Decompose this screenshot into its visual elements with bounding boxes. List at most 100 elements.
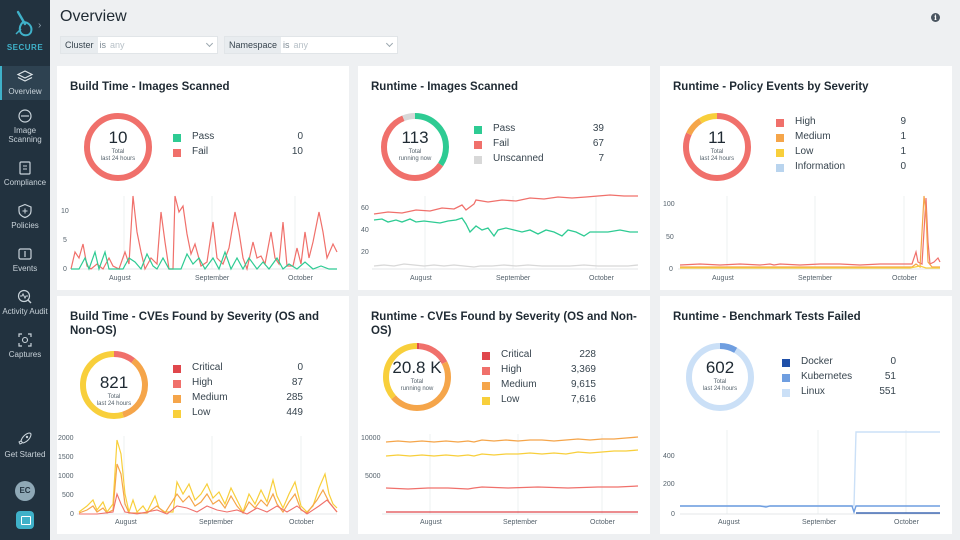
card-title: Build Time - Images Scanned	[70, 81, 230, 93]
series-low-line	[385, 449, 639, 457]
x-tick-label: October	[589, 275, 615, 282]
x-tick-label: October	[288, 275, 314, 282]
legend-item[interactable]: Unscanned 7	[474, 153, 604, 168]
legend-item[interactable]: Pass 39	[474, 123, 604, 138]
legend-name: Docker	[801, 356, 833, 367]
line-chart[interactable]: 2000 1500 1000 500 0 August September Oc…	[57, 434, 349, 528]
donut-period: running now	[398, 156, 432, 162]
legend-swatch	[173, 149, 181, 157]
line-chart[interactable]: 10000 5000 August September October	[358, 432, 650, 528]
card-runtime-cves: Runtime - CVEs Found by Severity (OS and…	[358, 296, 650, 534]
line-chart[interactable]: 100 50 0 August September October	[660, 192, 952, 282]
series-linux-line	[680, 431, 940, 507]
sidebar-item-get-started[interactable]: Get Started	[0, 430, 50, 466]
sidebar-item-compliance[interactable]: Compliance	[0, 160, 50, 192]
legend-item[interactable]: Fail 67	[474, 138, 604, 153]
filter-operator: is	[99, 40, 107, 50]
legend-name: Fail	[493, 138, 510, 149]
line-chart[interactable]: 60 40 20 August September October	[358, 192, 650, 282]
legend-name: Medium	[192, 392, 228, 403]
namespace-filter[interactable]: Namespace is any	[224, 36, 398, 54]
sidebar-item-captures[interactable]: Captures	[0, 332, 50, 364]
legend-item[interactable]: Pass 0	[173, 131, 303, 146]
donut-total: 602	[705, 358, 735, 377]
legend-swatch	[482, 397, 490, 405]
y-tick-label: 5000	[365, 473, 381, 480]
legend-item[interactable]: Fail 10	[173, 146, 303, 161]
legend-item[interactable]: Low 449	[173, 407, 303, 422]
sysdig-logo[interactable]: › SECURE	[0, 6, 50, 56]
chevron-down-icon	[205, 39, 214, 48]
legend-name: Information	[795, 161, 846, 172]
sidebar-item-image-scanning[interactable]: Image Scanning	[0, 108, 50, 148]
legend-name: Low	[192, 407, 211, 418]
chat-help-icon[interactable]	[16, 511, 34, 529]
donut-chart	[383, 343, 451, 411]
x-tick-label: August	[109, 275, 131, 282]
sidebar-item-policies[interactable]: Policies	[0, 203, 50, 235]
legend-item[interactable]: Critical 0	[173, 362, 303, 377]
legend-swatch	[474, 141, 482, 149]
legend-value: 9	[900, 116, 906, 127]
donut-period: running now	[400, 386, 434, 392]
series-high-line	[679, 197, 941, 266]
donut-total: 821	[99, 373, 129, 392]
sidebar-item-label: Events	[12, 264, 38, 273]
legend-value: 0	[890, 356, 896, 367]
legend-swatch	[482, 367, 490, 375]
card-build-time-cves: Build Time - CVEs Found by Severity (OS …	[57, 296, 349, 534]
filter-value: any	[110, 40, 125, 50]
layers-icon	[16, 70, 34, 82]
legend-item[interactable]: Information 0	[776, 161, 906, 176]
filter-value: any	[293, 40, 309, 50]
x-tick-label: October	[289, 519, 315, 526]
x-tick-label: October	[590, 519, 616, 526]
legend-item[interactable]: Medium 285	[173, 392, 303, 407]
line-chart[interactable]: 10 5 0 August September October	[57, 192, 349, 282]
legend-name: Medium	[795, 131, 831, 142]
legend-item[interactable]: Medium 9,615	[482, 379, 596, 394]
legend-item[interactable]: Docker 0	[782, 356, 896, 371]
legend: Pass 39 Fail 67 Unscanned 7	[474, 123, 604, 168]
legend-value: 10	[291, 146, 303, 157]
y-tick-label: 500	[62, 492, 74, 499]
y-tick-label: 1500	[58, 454, 74, 461]
legend-value: 87	[291, 377, 303, 388]
legend-item[interactable]: Medium 1	[776, 131, 906, 146]
cluster-filter[interactable]: Cluster is any	[60, 36, 218, 54]
legend-item[interactable]: Critical 228	[482, 349, 596, 364]
legend-swatch	[173, 380, 181, 388]
legend-value: 9,615	[570, 379, 596, 390]
legend-item[interactable]: Linux 551	[782, 386, 896, 401]
sidebar-item-overview[interactable]: Overview	[0, 66, 50, 100]
donut-chart	[683, 113, 751, 181]
sidebar-item-label: Overview	[8, 87, 42, 96]
sidebar-item-label: Activity Audit	[2, 307, 48, 316]
line-chart[interactable]: 400 200 0 August September October	[660, 428, 952, 528]
donut-chart	[84, 113, 152, 181]
legend-item[interactable]: High 87	[173, 377, 303, 392]
card-title: Runtime - CVEs Found by Severity (OS and…	[371, 311, 637, 337]
info-icon[interactable]: i	[931, 13, 940, 22]
sidebar-item-events[interactable]: Events	[0, 246, 50, 278]
legend-swatch	[173, 365, 181, 373]
events-icon	[18, 248, 32, 260]
y-tick-label: 40	[361, 227, 369, 234]
legend: Docker 0 Kubernetes 51 Linux 551	[782, 356, 896, 401]
series-fail-line	[373, 194, 638, 215]
legend-item[interactable]: Kubernetes 51	[782, 371, 896, 386]
legend-item[interactable]: High 3,369	[482, 364, 596, 379]
legend-swatch	[482, 382, 490, 390]
donut-period: last 24 hours	[96, 401, 132, 407]
chevron-right-icon[interactable]: ›	[38, 20, 42, 31]
legend-item[interactable]: High 9	[776, 116, 906, 131]
x-tick-label: September	[798, 275, 833, 282]
avatar[interactable]: EC	[15, 481, 35, 501]
donut-label: Total	[710, 149, 724, 155]
legend-item[interactable]: Low 1	[776, 146, 906, 161]
legend-item[interactable]: Low 7,616	[482, 394, 596, 409]
legend-value: 228	[579, 349, 596, 360]
sidebar-item-activity-audit[interactable]: Activity Audit	[0, 289, 50, 321]
card-runtime-policy-events: Runtime - Policy Events by Severity 11 T…	[660, 66, 952, 290]
y-tick-label: 60	[361, 205, 369, 212]
